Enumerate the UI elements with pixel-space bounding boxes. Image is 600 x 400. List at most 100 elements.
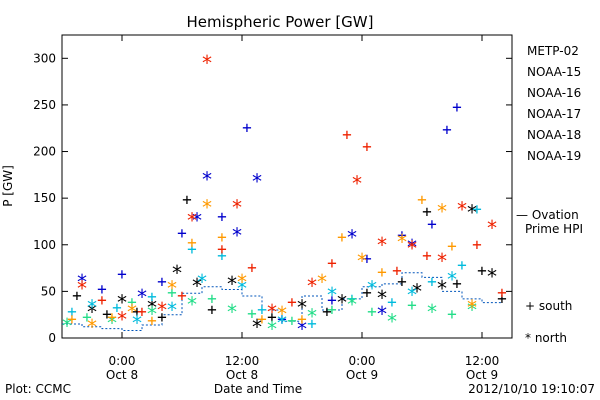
x-tick-date-label: Oct 9 bbox=[466, 368, 498, 382]
data-point: + bbox=[207, 289, 217, 308]
data-point: + bbox=[497, 283, 507, 302]
data-point: + bbox=[397, 225, 407, 244]
data-point: * bbox=[201, 168, 213, 192]
data-point: * bbox=[316, 270, 328, 294]
data-point: * bbox=[306, 305, 318, 329]
data-point: + bbox=[362, 283, 372, 302]
data-point: + bbox=[277, 309, 287, 328]
data-point: * bbox=[486, 265, 498, 289]
x-axis-label: Date and Time bbox=[214, 382, 302, 396]
data-point: + bbox=[422, 246, 432, 265]
y-tick-label: 300 bbox=[33, 51, 56, 65]
data-point: * bbox=[171, 261, 183, 285]
data-point: * bbox=[466, 298, 478, 322]
data-point: * bbox=[376, 233, 388, 257]
data-point: + bbox=[327, 291, 337, 310]
data-point: * bbox=[306, 274, 318, 298]
data-point: * bbox=[126, 300, 138, 324]
series-noaa-15: * ++*++**+*+*+ *+*+*+ *+++ bbox=[76, 98, 462, 341]
data-point: + bbox=[427, 214, 437, 233]
data-point: * bbox=[191, 274, 203, 298]
data-point: + bbox=[217, 207, 227, 226]
data-point: + bbox=[102, 305, 112, 324]
data-point: + bbox=[267, 307, 277, 326]
data-point: * bbox=[446, 267, 458, 291]
data-point: + bbox=[117, 265, 127, 284]
y-tick-label: 100 bbox=[33, 238, 56, 252]
data-point: * bbox=[406, 283, 418, 307]
data-point: * bbox=[166, 277, 178, 301]
data-point: + bbox=[362, 137, 372, 156]
data-point: + bbox=[497, 289, 507, 308]
data-point: * bbox=[406, 235, 418, 259]
x-tick-time-label: 12:00 bbox=[465, 354, 500, 368]
footer-timestamp: 2012/10/10 19:10:07 bbox=[468, 382, 595, 396]
data-point: * bbox=[486, 216, 498, 240]
data-point: * bbox=[226, 300, 238, 324]
data-point: * bbox=[86, 300, 98, 324]
footer-plot-credit: Plot: CCMC bbox=[5, 382, 71, 396]
south-marker-legend: + south bbox=[525, 299, 572, 313]
x-tick-date-label: Oct 8 bbox=[226, 368, 258, 382]
data-point: + bbox=[367, 302, 377, 321]
ovation-hpi-series bbox=[62, 272, 503, 332]
series-metp-02: +* + * + * +*+*+** + * + * + *+ *+* +*+ *+ bbox=[72, 190, 507, 339]
data-point: + bbox=[447, 237, 457, 256]
data-point: + bbox=[67, 309, 77, 328]
x-tick-time-label: 0:00 bbox=[349, 354, 376, 368]
data-point: * bbox=[386, 309, 398, 333]
data-point: + bbox=[387, 293, 397, 312]
data-point: + bbox=[297, 309, 307, 328]
data-point: * bbox=[376, 302, 388, 326]
data-point: + bbox=[217, 246, 227, 265]
data-point: * bbox=[426, 300, 438, 324]
x-tick-date-label: Oct 9 bbox=[346, 368, 378, 382]
data-point: + bbox=[347, 289, 357, 308]
data-point: + bbox=[362, 249, 372, 268]
north-marker-legend: * north bbox=[525, 331, 567, 345]
data-point: * bbox=[131, 311, 143, 335]
data-point: * bbox=[436, 249, 448, 273]
x-tick-date-label: Oct 8 bbox=[106, 368, 138, 382]
legend-item-noaa-18: NOAA-18 bbox=[527, 128, 581, 142]
data-point: + bbox=[477, 261, 487, 280]
y-axis-label: P [GW] bbox=[1, 165, 15, 207]
data-point: + bbox=[427, 272, 437, 291]
series-noaa-19: * +* + *+**+*+* +*++*+*+* + **+*+ bbox=[76, 51, 507, 331]
ovation-label-line2: Prime HPI bbox=[525, 222, 583, 236]
data-point: * bbox=[466, 295, 478, 319]
data-point: + bbox=[242, 118, 252, 137]
data-point: + bbox=[167, 283, 177, 302]
data-point: + bbox=[442, 120, 452, 139]
data-point: + bbox=[392, 261, 402, 280]
data-point: * bbox=[86, 295, 98, 319]
data-point: * bbox=[156, 298, 168, 322]
data-point: + bbox=[447, 305, 457, 324]
data-point: + bbox=[422, 202, 432, 221]
data-point: + bbox=[452, 274, 462, 293]
data-point: + bbox=[287, 311, 297, 330]
data-point: + bbox=[177, 224, 187, 243]
x-tick-time-label: 12:00 bbox=[225, 354, 260, 368]
data-point: * bbox=[201, 196, 213, 220]
y-tick-label: 150 bbox=[33, 191, 56, 205]
data-point: + bbox=[207, 300, 217, 319]
data-point: * bbox=[346, 225, 358, 249]
data-point: * bbox=[201, 51, 213, 75]
data-point: * bbox=[116, 291, 128, 315]
legend-item-noaa-16: NOAA-16 bbox=[527, 86, 581, 100]
series-noaa-18: + * + * +*+*+*+ * +*+* +*+ *+* bbox=[67, 190, 478, 339]
data-point: + bbox=[147, 311, 157, 330]
data-point: * bbox=[166, 298, 178, 322]
data-point: + bbox=[82, 307, 92, 326]
data-point: + bbox=[327, 300, 337, 319]
data-point: * bbox=[231, 196, 243, 220]
data-point: * bbox=[356, 249, 368, 273]
data-point: * bbox=[61, 314, 73, 338]
legend-item-noaa-15: NOAA-15 bbox=[527, 65, 581, 79]
data-point: * bbox=[436, 277, 448, 301]
data-point: * bbox=[296, 317, 308, 341]
data-point: + bbox=[97, 280, 107, 299]
data-point: * bbox=[251, 170, 263, 194]
data-point: + bbox=[417, 190, 427, 209]
